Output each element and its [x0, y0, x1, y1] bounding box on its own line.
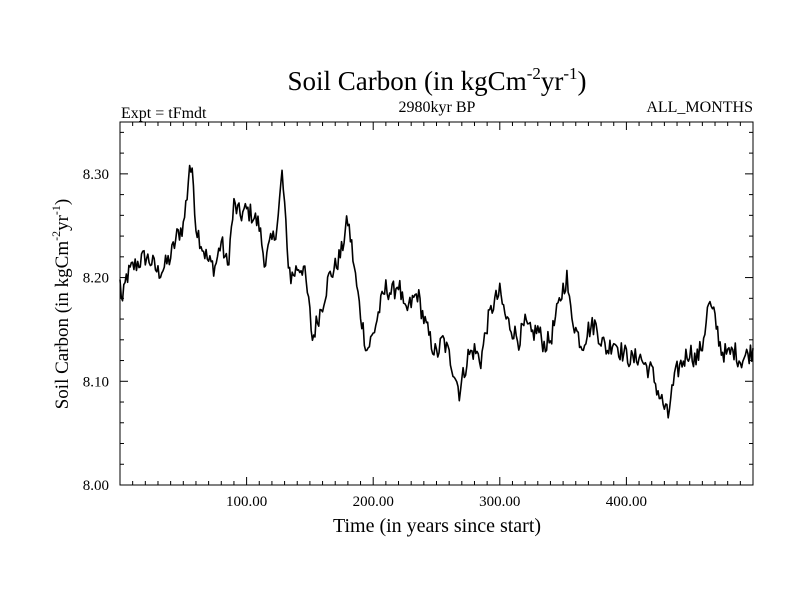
- x-tick-label: 400.00: [606, 494, 647, 510]
- y-tick-label: 8.30: [83, 167, 109, 183]
- x-tick-label: 300.00: [479, 494, 520, 510]
- y-tick-label: 8.00: [83, 478, 109, 494]
- plot-frame: [119, 121, 754, 486]
- y-tick-label: 8.20: [83, 271, 109, 287]
- x-tick-label: 200.00: [353, 494, 394, 510]
- period-label: 2980kyr BP: [399, 99, 476, 116]
- y-axis: 8.00 8.10 8.20 8.30: [83, 131, 753, 494]
- soil-carbon-series-line: [119, 164, 754, 419]
- x-tick-label: 100.00: [226, 494, 267, 510]
- x-axis: 100.00 200.00 300.00 400.00: [132, 122, 741, 510]
- chart-title: Soil Carbon (in kgCm-2yr-1): [287, 64, 586, 96]
- experiment-label: Expt = tFmdt: [121, 105, 207, 122]
- y-tick-label: 8.10: [83, 374, 109, 390]
- months-label: ALL_MONTHS: [646, 99, 753, 116]
- y-axis-label: Soil Carbon (in kgCm-2yr-1): [49, 199, 73, 410]
- x-axis-label: Time (in years since start): [333, 515, 541, 537]
